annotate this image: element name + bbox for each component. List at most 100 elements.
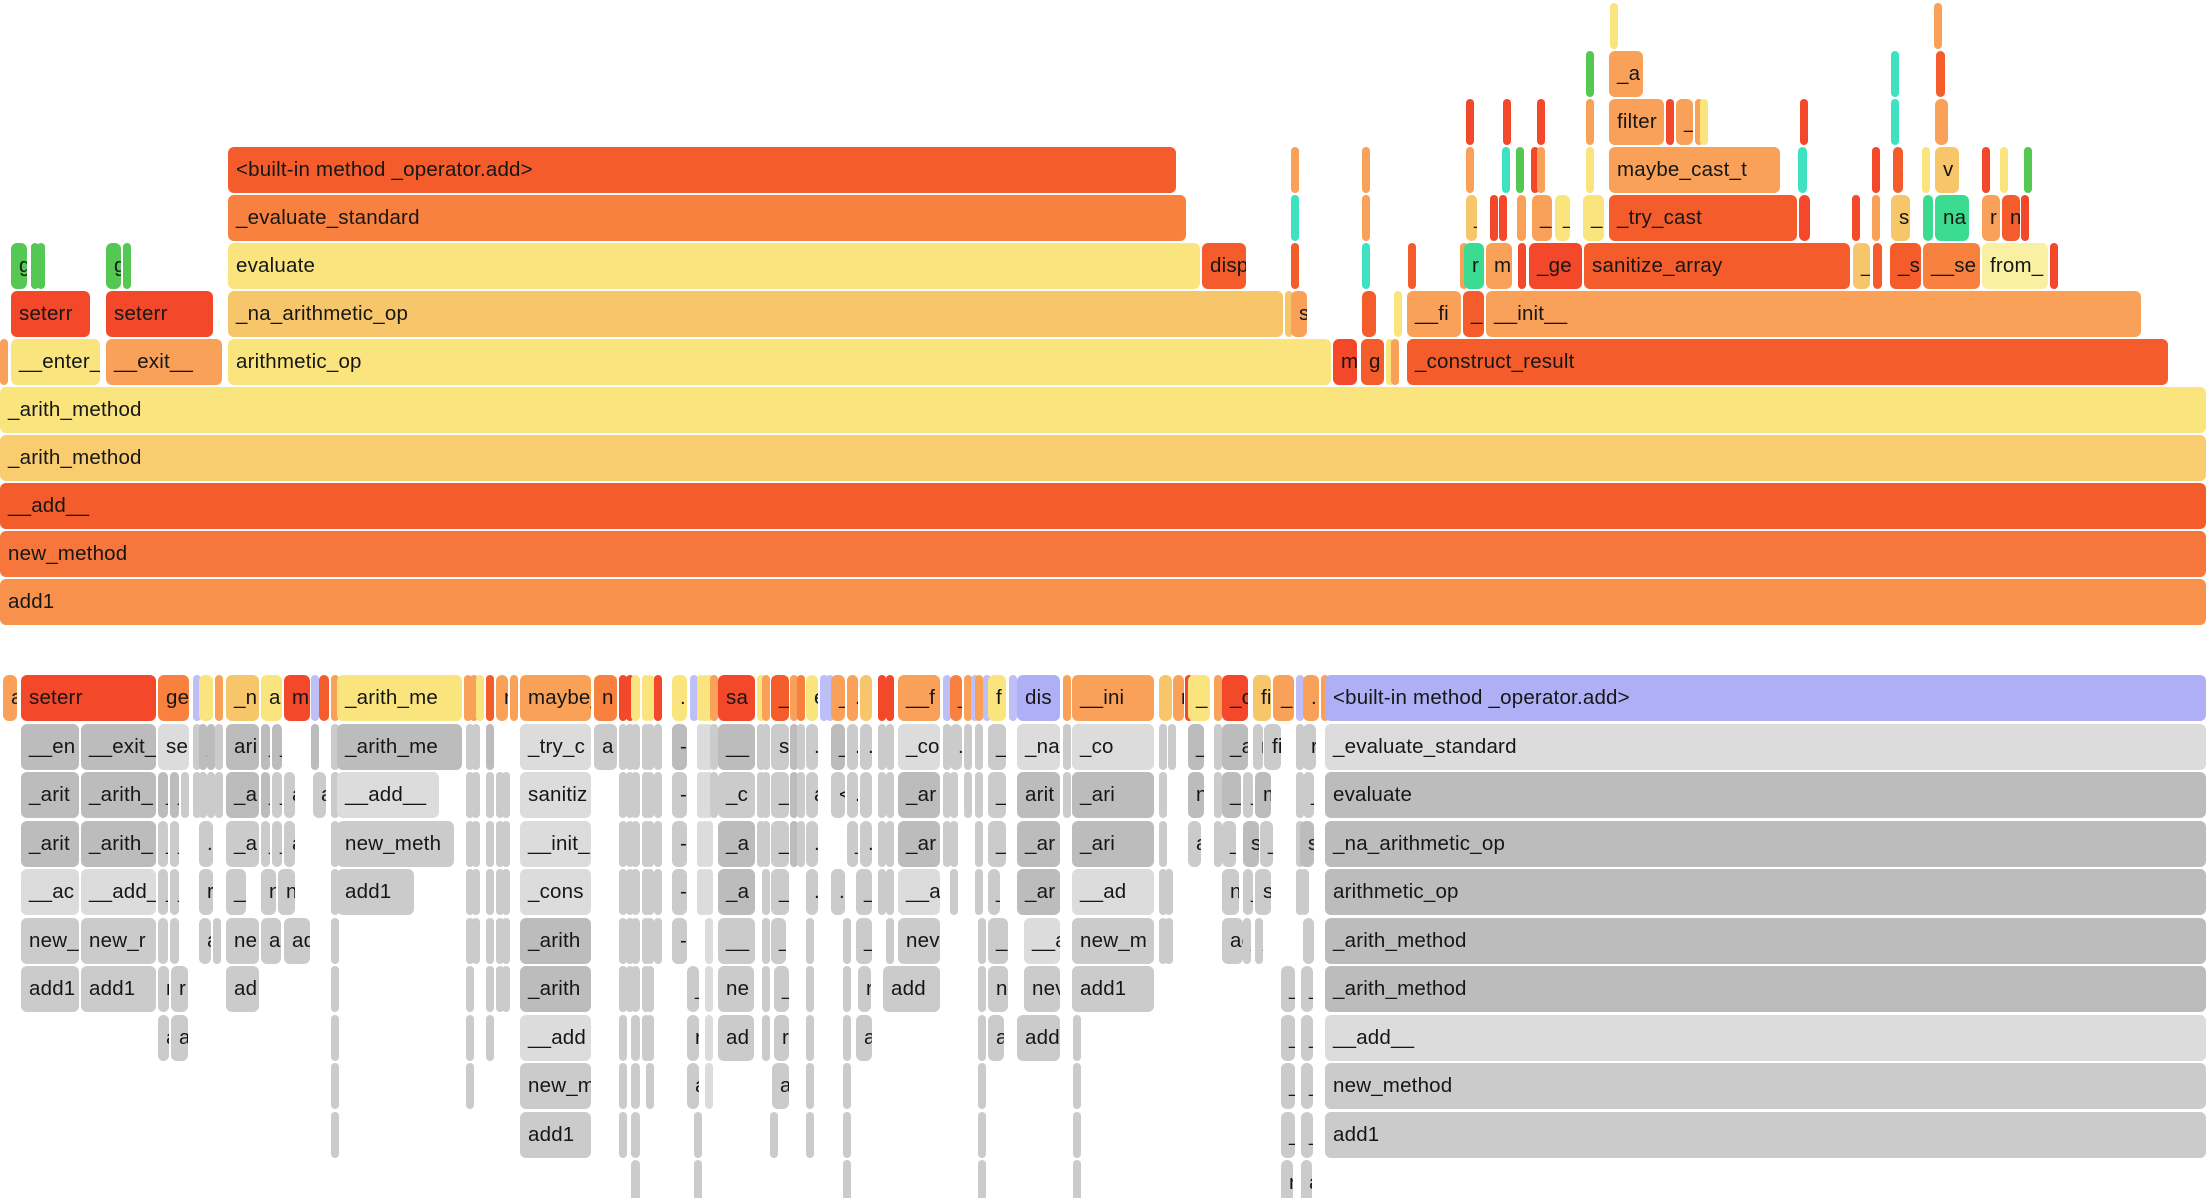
frame-cell[interactable] bbox=[1934, 3, 1942, 49]
frame-cell[interactable] bbox=[626, 772, 634, 818]
frame-cell-_[interactable]: _ bbox=[158, 869, 168, 915]
frame-cell-_ar[interactable]: _ar bbox=[1017, 869, 1060, 915]
frame-cell-_[interactable]: _ bbox=[1303, 772, 1314, 818]
frame-cell[interactable] bbox=[1214, 675, 1222, 721]
frame-cell[interactable] bbox=[619, 1014, 627, 1061]
frame-cell[interactable] bbox=[1073, 1014, 1081, 1061]
frame-cell-ad[interactable]: ad bbox=[226, 966, 259, 1012]
frame-cell[interactable] bbox=[2024, 147, 2032, 193]
frame-cell-[interactable]: . bbox=[1159, 820, 1167, 867]
frame-cell-_ari[interactable]: _ari bbox=[1072, 772, 1154, 818]
frame-cell[interactable] bbox=[1586, 99, 1594, 145]
frame-cell[interactable] bbox=[193, 772, 201, 818]
frame-cell[interactable] bbox=[331, 723, 339, 770]
frame-cell-nev[interactable]: nev bbox=[1024, 966, 1060, 1012]
frame-cell[interactable] bbox=[878, 723, 886, 770]
frame-cell[interactable] bbox=[331, 675, 339, 721]
frame-cell-__se[interactable]: __se bbox=[1923, 243, 1980, 289]
frame-cell-ge[interactable]: ge bbox=[158, 675, 189, 721]
frame-cell-new_method[interactable]: new_method bbox=[1325, 1063, 2206, 1109]
frame-cell-__a[interactable]: __a bbox=[1024, 917, 1060, 964]
frame-cell[interactable] bbox=[631, 1111, 640, 1158]
frame-cell[interactable] bbox=[843, 1063, 851, 1109]
frame-cell-_[interactable]: _ bbox=[170, 869, 179, 915]
frame-cell[interactable] bbox=[943, 723, 951, 770]
frame-cell[interactable] bbox=[820, 675, 828, 721]
frame-cell[interactable] bbox=[331, 772, 339, 818]
frame-cell[interactable] bbox=[631, 820, 640, 867]
frame-cell[interactable] bbox=[1165, 917, 1173, 964]
frame-cell-a[interactable]: a bbox=[3, 675, 17, 721]
frame-cell-_arith_[interactable]: _arith_ bbox=[81, 820, 156, 867]
frame-cell[interactable] bbox=[790, 675, 798, 721]
frame-cell-_[interactable]: _ bbox=[1273, 675, 1294, 721]
frame-cell[interactable] bbox=[1073, 1111, 1081, 1158]
frame-cell[interactable] bbox=[654, 772, 662, 818]
frame-cell-_[interactable]: _ bbox=[261, 723, 270, 770]
frame-cell[interactable] bbox=[1159, 869, 1167, 915]
frame-cell[interactable] bbox=[496, 869, 504, 915]
frame-cell[interactable] bbox=[1466, 99, 1474, 145]
frame-cell-seterr[interactable]: seterr bbox=[21, 675, 156, 721]
frame-cell-add1[interactable]: add1 bbox=[1072, 966, 1154, 1012]
frame-cell-r[interactable]: r bbox=[774, 1014, 789, 1061]
frame-cell-_ar[interactable]: _ar bbox=[1017, 820, 1060, 867]
frame-cell-add1[interactable]: add1 bbox=[0, 579, 2206, 625]
frame-cell[interactable] bbox=[1063, 772, 1071, 818]
frame-cell[interactable] bbox=[472, 917, 480, 964]
frame-cell[interactable] bbox=[631, 869, 640, 915]
frame-cell[interactable] bbox=[170, 917, 179, 964]
frame-cell[interactable] bbox=[654, 723, 662, 770]
frame-cell-__f[interactable]: __f bbox=[898, 675, 940, 721]
frame-cell[interactable] bbox=[631, 966, 640, 1012]
frame-cell-_[interactable]: _ bbox=[1281, 1111, 1295, 1158]
frame-cell-a[interactable]: a bbox=[199, 917, 211, 964]
frame-cell[interactable] bbox=[826, 675, 834, 721]
frame-cell[interactable] bbox=[510, 675, 518, 721]
frame-cell-_cons[interactable]: _cons bbox=[520, 869, 591, 915]
frame-cell-a[interactable]: a bbox=[313, 772, 326, 818]
frame-cell-i[interactable]: i bbox=[975, 675, 983, 721]
frame-cell[interactable] bbox=[646, 966, 654, 1012]
frame-cell-_[interactable]: _ bbox=[1188, 723, 1204, 770]
frame-cell[interactable] bbox=[646, 772, 654, 818]
frame-cell-_[interactable]: _ bbox=[1532, 195, 1552, 241]
frame-cell-filter[interactable]: filter bbox=[1609, 99, 1664, 145]
frame-cell-__exit__[interactable]: __exit__ bbox=[106, 339, 222, 385]
frame-cell-[interactable]: . bbox=[207, 772, 215, 818]
frame-cell-[interactable]: . bbox=[806, 869, 818, 915]
frame-cell[interactable] bbox=[1923, 195, 1933, 241]
frame-cell-n[interactable]: n bbox=[1222, 869, 1239, 915]
frame-cell[interactable] bbox=[466, 1014, 474, 1061]
frame-cell-a[interactable]: a bbox=[261, 675, 282, 721]
frame-cell-_[interactable]: _ bbox=[771, 869, 789, 915]
frame-cell-_arith_method[interactable]: _arith_method bbox=[1325, 917, 2206, 964]
frame-cell-_[interactable]: _ bbox=[831, 723, 845, 770]
frame-cell[interactable] bbox=[757, 772, 765, 818]
frame-cell-_[interactable]: _ bbox=[988, 917, 1008, 964]
frame-cell-se[interactable]: se bbox=[158, 723, 189, 770]
frame-cell[interactable] bbox=[1285, 291, 1293, 337]
frame-cell-_[interactable]: _ bbox=[261, 772, 270, 818]
frame-cell[interactable] bbox=[619, 1111, 627, 1158]
frame-cell[interactable] bbox=[0, 339, 8, 385]
frame-cell-new_r[interactable]: new_r bbox=[81, 917, 156, 964]
frame-cell-a[interactable]: a bbox=[213, 917, 221, 964]
frame-cell-__ad[interactable]: __ad bbox=[1072, 869, 1154, 915]
frame-cell[interactable] bbox=[619, 675, 627, 721]
frame-cell[interactable] bbox=[1610, 3, 1618, 49]
frame-cell-m[interactable]: m bbox=[1486, 243, 1512, 289]
frame-cell[interactable] bbox=[1872, 147, 1880, 193]
frame-cell[interactable] bbox=[975, 772, 983, 818]
frame-cell[interactable] bbox=[646, 675, 654, 721]
frame-cell-add1[interactable]: add1 bbox=[337, 869, 414, 915]
frame-cell[interactable] bbox=[943, 772, 951, 818]
frame-cell[interactable] bbox=[1799, 195, 1810, 241]
frame-cell-n[interactable]: n bbox=[1281, 1160, 1293, 1198]
frame-cell-r[interactable]: r bbox=[171, 966, 188, 1012]
frame-cell[interactable] bbox=[943, 820, 951, 867]
frame-cell-_[interactable]: _ bbox=[1301, 1014, 1313, 1061]
frame-cell[interactable] bbox=[31, 243, 39, 289]
frame-cell[interactable] bbox=[486, 869, 494, 915]
frame-cell[interactable] bbox=[1159, 917, 1167, 964]
